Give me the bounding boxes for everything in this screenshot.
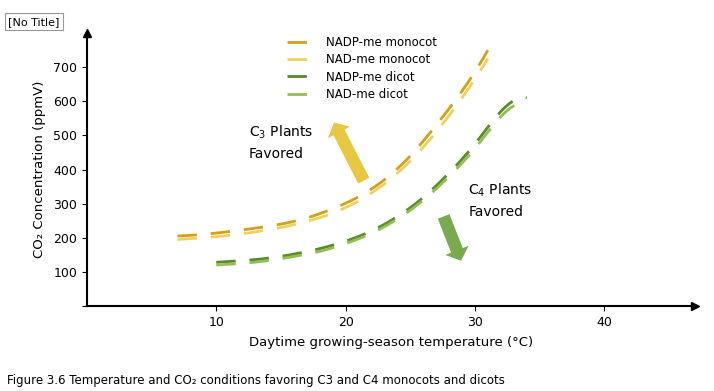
NADP-me dicot xyxy=(507,100,516,105)
NADP-me monocot xyxy=(468,74,476,78)
NAD-me monocot xyxy=(457,97,466,101)
NADP-me monocot xyxy=(174,234,182,239)
NAD-me monocot xyxy=(192,236,201,240)
NADP-me dicot xyxy=(496,110,505,115)
NAD-me dicot xyxy=(496,115,505,120)
NAD-me dicot xyxy=(295,253,303,258)
Text: C$_3$ Plants
Favored: C$_3$ Plants Favored xyxy=(248,124,313,161)
NADP-me monocot xyxy=(457,90,466,94)
Line: NAD-me monocot: NAD-me monocot xyxy=(178,59,488,239)
NADP-me monocot xyxy=(256,225,264,230)
NADP-me dicot xyxy=(519,95,528,100)
NAD-me monocot xyxy=(231,232,239,237)
NAD-me dicot xyxy=(270,257,278,262)
NADP-me dicot xyxy=(224,259,233,264)
Line: NADP-me dicot: NADP-me dicot xyxy=(216,98,527,262)
X-axis label: Daytime growing-season temperature (°C): Daytime growing-season temperature (°C) xyxy=(248,335,533,349)
NAD-me monocot xyxy=(174,237,182,242)
NAD-me dicot xyxy=(231,262,239,266)
NADP-me monocot xyxy=(231,228,239,233)
NADP-me monocot xyxy=(192,233,201,237)
NADP-me dicot xyxy=(295,251,303,255)
NAD-me monocot xyxy=(186,236,194,241)
NADP-me monocot xyxy=(186,233,194,238)
NAD-me monocot xyxy=(256,229,264,233)
Text: C$_4$ Plants
Favored: C$_4$ Plants Favored xyxy=(468,182,533,219)
Line: NAD-me dicot: NAD-me dicot xyxy=(216,103,527,265)
NAD-me dicot xyxy=(212,263,221,267)
NAD-me monocot xyxy=(468,81,476,85)
Text: Figure 3.6 Temperature and CO₂ conditions favoring C3 and C4 monocots and dicots: Figure 3.6 Temperature and CO₂ condition… xyxy=(7,374,505,387)
NAD-me dicot xyxy=(523,100,531,105)
NADP-me dicot xyxy=(212,260,221,265)
NADP-me monocot xyxy=(483,48,492,52)
NAD-me dicot xyxy=(507,105,516,110)
NAD-me monocot xyxy=(483,56,492,61)
NAD-me dicot xyxy=(224,262,233,267)
NADP-me dicot xyxy=(231,259,239,264)
NAD-me dicot xyxy=(519,100,528,105)
Legend: NADP-me monocot, NAD-me monocot, NADP-me dicot, NAD-me dicot: NADP-me monocot, NAD-me monocot, NADP-me… xyxy=(287,36,437,100)
Y-axis label: CO₂ Concentration (ppmV): CO₂ Concentration (ppmV) xyxy=(34,81,46,258)
Text: [No Title]: [No Title] xyxy=(8,17,59,27)
NADP-me dicot xyxy=(270,255,278,260)
Line: NADP-me monocot: NADP-me monocot xyxy=(178,50,488,236)
NADP-me dicot xyxy=(523,95,531,100)
